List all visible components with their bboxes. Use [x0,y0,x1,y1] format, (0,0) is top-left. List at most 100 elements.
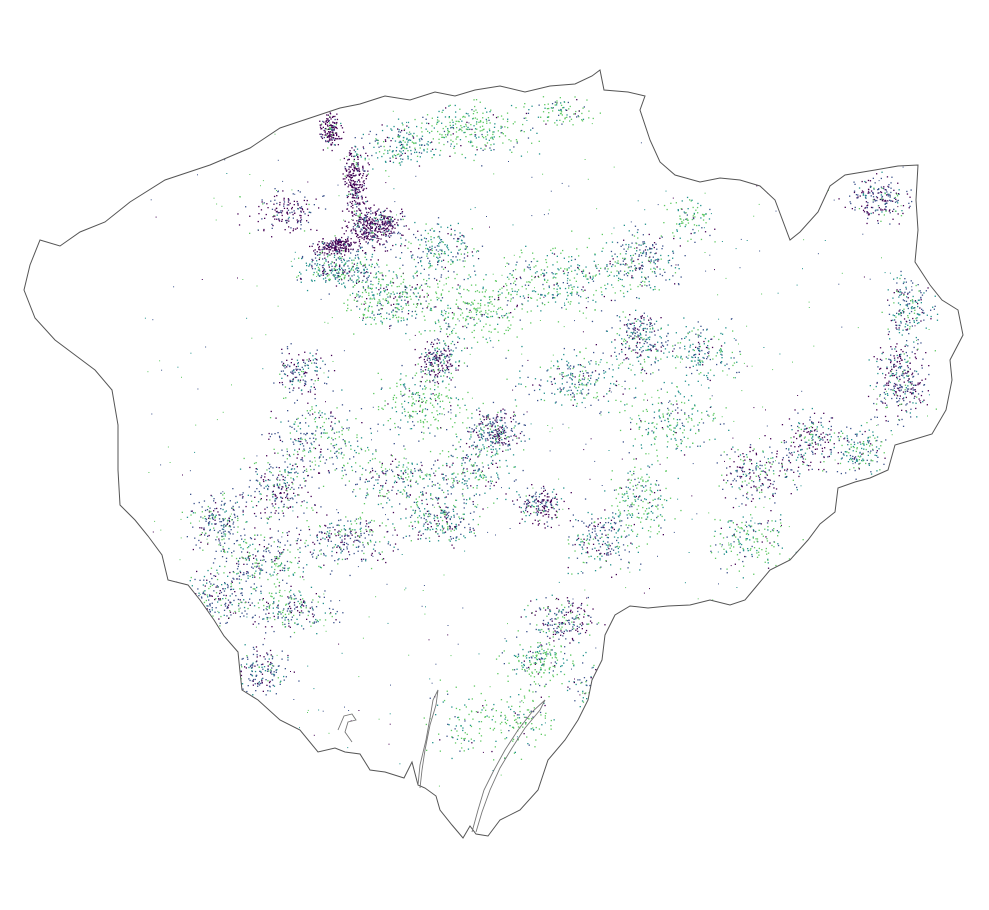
map-dot-indigo [292,193,294,195]
map-dot-dark_purple [342,272,344,274]
map-dot-indigo [680,276,682,278]
map-dot-teal [630,246,632,248]
map-dot-teal [687,357,689,359]
map-dot-dark_purple [629,314,631,316]
map-dot-teal [380,320,382,322]
map-dot-teal [375,287,377,289]
map-dot-green [720,350,723,352]
map-dot-indigo [588,524,590,527]
map-dot-green [570,118,573,120]
map-dot-dark_purple [380,215,383,217]
map-dot-green [411,141,413,143]
map-dot-indigo [444,370,447,372]
map-dot-indigo [639,326,641,328]
map-dot-green [441,134,443,136]
map-dot-dark_purple [574,113,576,115]
map-dot-indigo [331,268,333,270]
map-dot-green [436,347,438,349]
map-dot-indigo [382,231,384,233]
map-dot-dark_purple [623,324,626,326]
map-dot-green [627,495,629,497]
map-dot-indigo [375,227,378,229]
map-dot-indigo [666,335,668,337]
map-dot-green [442,268,445,270]
map-dot-indigo [418,151,421,154]
map-dot-dark_purple [331,139,333,141]
map-dot-indigo [511,428,513,430]
map-dot-indigo [320,133,322,135]
map-dot-green [479,130,481,132]
map-dot-green [391,281,393,284]
map-dot-indigo [631,257,633,259]
map-dot-indigo [567,272,569,274]
map-dot-teal [655,427,658,430]
map-dot-dark_purple [353,263,355,265]
map-dot-indigo [437,365,439,368]
map-dot-teal [650,510,652,513]
map-dot-dark_purple [508,443,511,445]
map-dot-indigo [643,250,645,252]
map-dot-indigo [682,424,684,427]
map-dot-dark_purple [323,129,325,132]
map-dot-teal [498,433,500,435]
map-dot-teal [377,283,380,285]
map-dot-indigo [318,275,320,277]
map-dot-teal [652,328,654,330]
map-dot-indigo [638,481,640,483]
map-dot-green [447,130,450,133]
map-dot-indigo [649,248,651,250]
map-dot-indigo [626,325,628,327]
map-dot-dark_purple [363,224,365,226]
map-dot-indigo [364,230,366,232]
map-dot-teal [667,426,669,428]
map-dot-dark_purple [431,148,434,150]
map-dot-dark_purple [356,235,358,238]
map-dot-green [402,281,404,283]
map-dot-teal [637,318,639,321]
map-dot-teal [662,506,664,509]
map-dot-indigo [586,383,588,385]
map-dot-teal [610,382,612,385]
map-dot-indigo [447,347,450,349]
map-dot-green [399,295,401,298]
map-dot-teal [344,286,346,289]
map-dot-teal [698,364,700,366]
map-dot-indigo [588,539,591,541]
map-dot-indigo [586,372,588,374]
map-dot-indigo [331,265,333,267]
map-dot-teal [443,136,445,139]
map-dot-indigo [634,478,636,481]
map-dot-teal [472,118,474,120]
map-dot-indigo [399,232,401,235]
map-dot-green [471,141,473,143]
map-dot-dark_purple [370,207,372,209]
map-dot-green [474,105,476,108]
map-dot-green [584,377,586,379]
map-dot-green [568,287,570,289]
map-dot-green [657,402,660,404]
map-dot-teal [519,377,521,379]
map-dot-teal [693,327,695,329]
map-dot-teal [619,278,621,280]
map-dot-indigo [365,216,367,218]
map-dot-teal [456,288,458,290]
map-dot-dark_purple [610,519,613,521]
map-dot-teal [343,259,345,262]
map-dot-green [491,136,493,138]
map-dot-indigo [661,248,663,250]
map-dot-teal [625,253,627,255]
map-dot-green [330,126,332,129]
map-dot-green [452,127,455,130]
map-dot-dark_purple [429,351,431,354]
map-dot-dark_purple [321,128,323,130]
map-dot-teal [447,316,449,318]
map-dot-teal [642,345,644,348]
map-dot-indigo [672,252,675,254]
map-dot-indigo [567,368,569,370]
map-dot-indigo [649,343,651,346]
map-dot-teal [641,271,643,273]
map-dot-dark_purple [635,458,637,460]
map-dot-indigo [515,385,517,387]
map-dot-green [456,143,458,145]
map-dot-green [505,449,507,451]
